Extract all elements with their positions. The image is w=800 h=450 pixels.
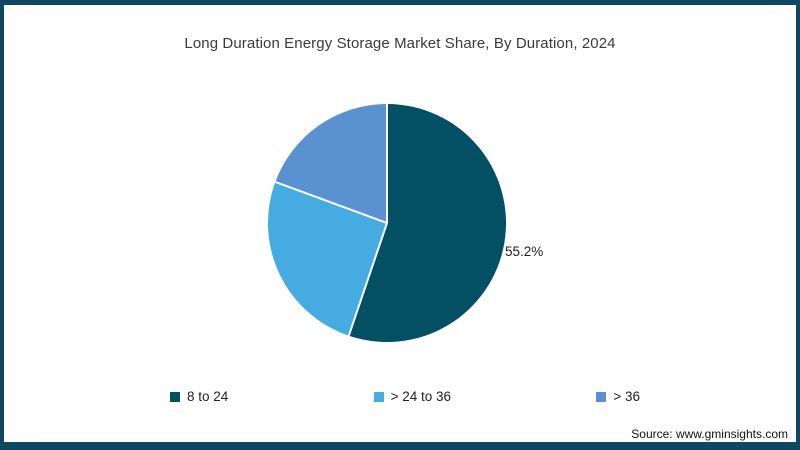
pie-chart: [268, 104, 506, 342]
legend-marker-icon: [596, 391, 607, 402]
legend-item-label: 8 to 24: [187, 389, 229, 404]
slice-separator: [274, 181, 388, 224]
pie-slice-value-label: 55.2%: [505, 244, 544, 259]
legend-item-36-plus: > 36: [596, 389, 640, 404]
legend-item-label: > 36: [613, 389, 640, 404]
legend-item-label: > 24 to 36: [390, 389, 452, 404]
chart-title: Long Duration Energy Storage Market Shar…: [184, 35, 616, 52]
legend-item-8-to-24: 8 to 24: [170, 389, 228, 404]
pie-slice: [348, 104, 506, 342]
legend-item-24-to-36: > 24 to 36: [373, 389, 452, 404]
pie-slice: [268, 181, 387, 336]
pie-slice: [275, 104, 387, 223]
legend-marker-icon: [170, 391, 180, 402]
source-attribution: Source: www.gminsights.com: [631, 427, 788, 441]
legend: 8 to 24 > 24 to 36 > 36: [170, 389, 640, 404]
legend-marker-icon: [373, 391, 384, 402]
slice-separator: [347, 222, 388, 337]
